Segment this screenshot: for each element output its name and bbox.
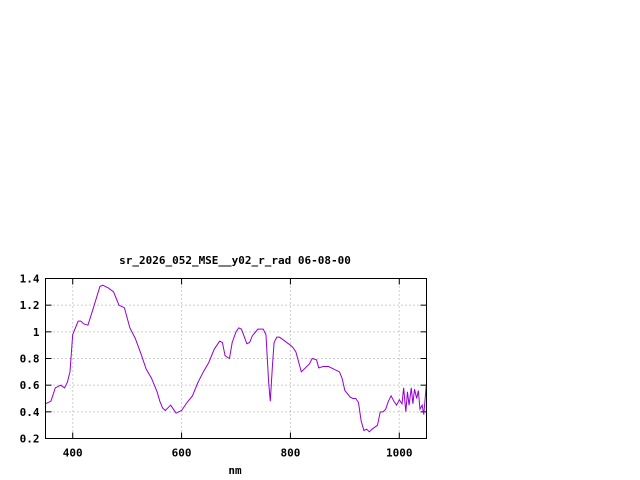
y-tick-label: 1.2	[20, 299, 40, 312]
x-tick-label: 600	[172, 447, 192, 460]
series-layer	[45, 284, 427, 433]
x-tick-label: 400	[63, 447, 83, 460]
x-tick-label: 800	[280, 447, 300, 460]
chart-title: sr_2026_052_MSE__y02_r_rad 06-08-00	[119, 254, 351, 267]
series-line	[45, 284, 427, 433]
y-tick-label: 0.2	[20, 433, 40, 446]
y-tick-label: 0.6	[20, 379, 40, 392]
axis-ticks: 0.2 0.4 0.6 0.8 1 1.2 1.4 400 600 800 1000	[20, 273, 427, 460]
x-tick-label: 1000	[386, 447, 413, 460]
y-tick-label: 0.8	[20, 353, 40, 366]
y-tick-label: 1	[33, 326, 40, 339]
y-tick-label: 1.4	[20, 273, 40, 286]
grid-lines	[45, 278, 427, 439]
y-tick-label: 0.4	[20, 406, 40, 419]
plot-frame	[45, 278, 427, 439]
x-axis-label: nm	[228, 464, 242, 477]
